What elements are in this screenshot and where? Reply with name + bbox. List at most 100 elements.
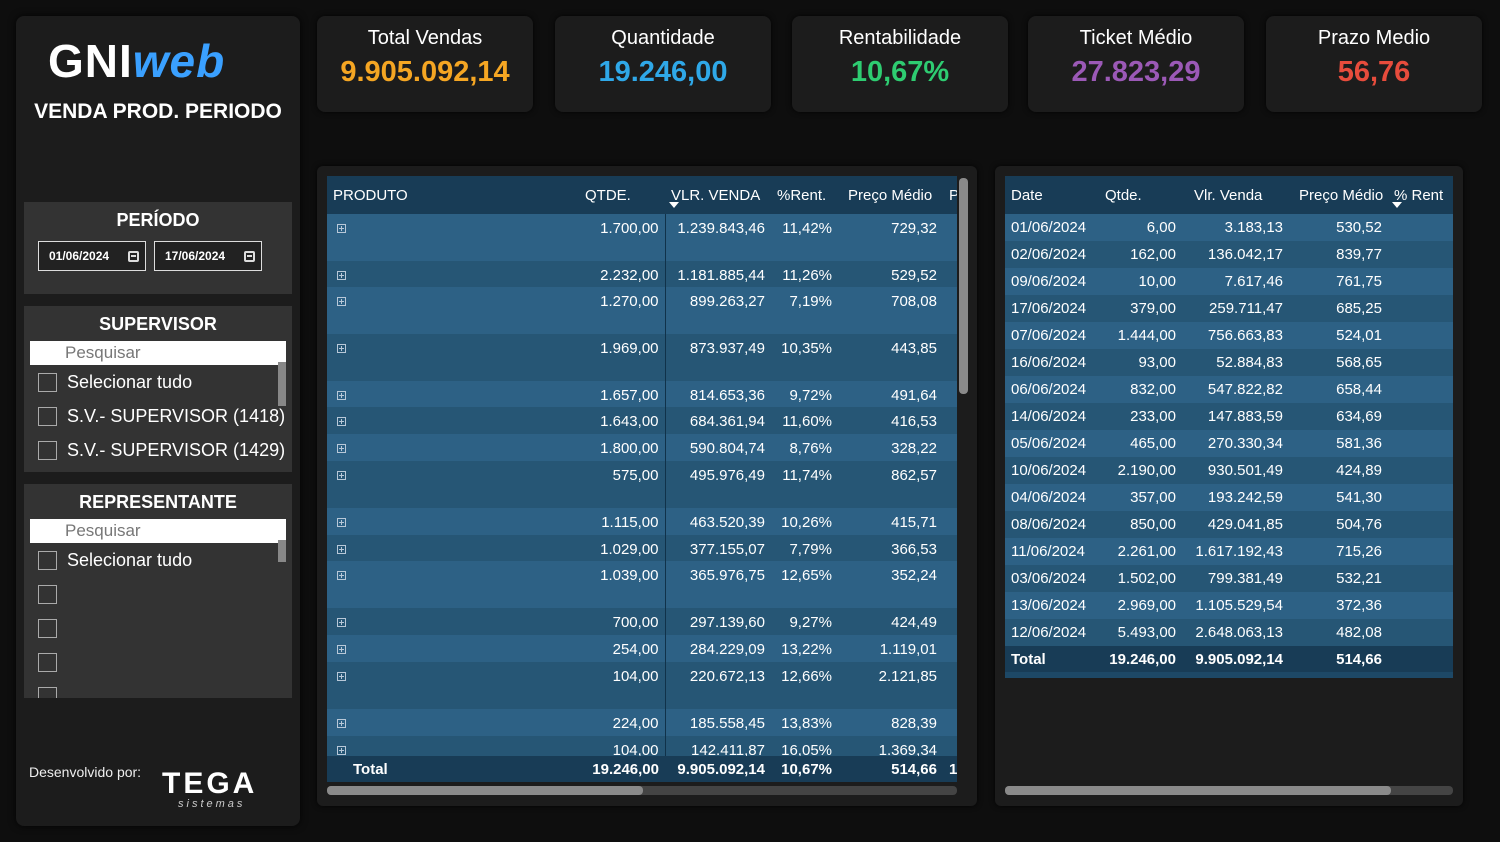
table-row[interactable]: 1.115,00 463.520,39 10,26% 415,71 — [327, 508, 957, 535]
produto-cell[interactable] — [327, 214, 579, 261]
table-row[interactable]: 10/06/2024 2.190,00 930.501,49 424,89 — [1005, 457, 1453, 484]
col-header-qtde[interactable]: QTDE. — [579, 176, 665, 214]
expand-icon[interactable] — [337, 545, 346, 554]
expand-icon[interactable] — [337, 271, 346, 280]
table-row[interactable]: 09/06/2024 10,00 7.617,46 761,75 — [1005, 268, 1453, 295]
table-row[interactable]: 2.232,00 1.181.885,44 11,26% 529,52 — [327, 261, 957, 287]
table-row[interactable]: 1.800,00 590.804,74 8,76% 328,22 — [327, 434, 957, 461]
start-date-input[interactable]: 01/06/2024 — [38, 241, 146, 271]
produto-cell[interactable] — [327, 709, 579, 736]
representante-option[interactable] — [24, 645, 292, 679]
table-row[interactable]: 104,00 142.411,87 16,05% 1.369,34 — [327, 736, 957, 759]
table-row[interactable]: 1.029,00 377.155,07 7,79% 366,53 — [327, 535, 957, 561]
expand-icon[interactable] — [337, 444, 346, 453]
checkbox[interactable] — [38, 618, 57, 638]
col-header-qtde[interactable]: Qtde. — [1095, 176, 1182, 214]
table-row[interactable]: 1.657,00 814.653,36 9,72% 491,64 — [327, 381, 957, 407]
expand-icon[interactable] — [337, 746, 346, 755]
table-row[interactable]: 12/06/2024 5.493,00 2.648.063,13 482,08 — [1005, 619, 1453, 646]
produto-cell[interactable] — [327, 635, 579, 662]
table-row[interactable]: 05/06/2024 465,00 270.330,34 581,36 — [1005, 430, 1453, 457]
table-row[interactable]: 02/06/2024 162,00 136.042,17 839,77 — [1005, 241, 1453, 268]
expand-icon[interactable] — [337, 672, 346, 681]
produto-cell[interactable] — [327, 535, 579, 561]
expand-icon[interactable] — [337, 391, 346, 400]
table-row[interactable]: 104,00 220.672,13 12,66% 2.121,85 — [327, 662, 957, 709]
checkbox[interactable] — [38, 440, 57, 460]
expand-icon[interactable] — [337, 719, 346, 728]
table-row[interactable]: 08/06/2024 850,00 429.041,85 504,76 — [1005, 511, 1453, 538]
table-row[interactable]: 1.700,00 1.239.843,46 11,42% 729,32 — [327, 214, 957, 261]
table-row[interactable]: 254,00 284.229,09 13,22% 1.119,01 — [327, 635, 957, 662]
checkbox[interactable] — [38, 406, 57, 426]
calendar-icon[interactable] — [244, 250, 255, 262]
checkbox[interactable] — [38, 550, 57, 570]
expand-icon[interactable] — [337, 417, 346, 426]
table-row[interactable]: 11/06/2024 2.261,00 1.617.192,43 715,26 — [1005, 538, 1453, 565]
table-row[interactable]: 1.969,00 873.937,49 10,35% 443,85 — [327, 334, 957, 381]
col-header-rent[interactable]: % Rent — [1388, 176, 1453, 214]
expand-icon[interactable] — [337, 224, 346, 233]
date-horizontal-scroll-thumb[interactable] — [1005, 786, 1391, 795]
representante-search-input[interactable]: Pesquisar — [30, 519, 286, 543]
produto-cell[interactable] — [327, 434, 579, 461]
table-row[interactable]: 575,00 495.976,49 11,74% 862,57 — [327, 461, 957, 508]
table-row[interactable]: 13/06/2024 2.969,00 1.105.529,54 372,36 — [1005, 592, 1453, 619]
produto-cell[interactable] — [327, 287, 579, 334]
produto-cell[interactable] — [327, 608, 579, 635]
representante-option[interactable] — [24, 679, 292, 698]
supervisor-option[interactable]: S.V.- SUPERVISOR (1429) — [24, 433, 292, 467]
produto-cell[interactable] — [327, 261, 579, 287]
representante-option[interactable]: Selecionar tudo — [24, 543, 292, 577]
table-row[interactable]: 1.270,00 899.263,27 7,19% 708,08 — [327, 287, 957, 334]
table-row[interactable]: 06/06/2024 832,00 547.822,82 658,44 — [1005, 376, 1453, 403]
product-horizontal-scrollbar[interactable] — [327, 786, 957, 795]
expand-icon[interactable] — [337, 471, 346, 480]
checkbox[interactable] — [38, 372, 57, 392]
produto-cell[interactable] — [327, 461, 579, 508]
table-row[interactable]: 1.039,00 365.976,75 12,65% 352,24 — [327, 561, 957, 608]
table-row[interactable]: 03/06/2024 1.502,00 799.381,49 532,21 — [1005, 565, 1453, 592]
produto-cell[interactable] — [327, 508, 579, 535]
produto-cell[interactable] — [327, 662, 579, 709]
supervisor-option[interactable]: Selecionar tudo — [24, 365, 292, 399]
representante-scrollbar[interactable] — [278, 540, 286, 562]
table-row[interactable]: 700,00 297.139,60 9,27% 424,49 — [327, 608, 957, 635]
checkbox[interactable] — [38, 686, 57, 698]
table-row[interactable]: 01/06/2024 6,00 3.183,13 530,52 — [1005, 214, 1453, 241]
calendar-icon[interactable] — [128, 250, 139, 262]
produto-cell[interactable] — [327, 334, 579, 381]
table-row[interactable]: 17/06/2024 379,00 259.711,47 685,25 — [1005, 295, 1453, 322]
col-header-pe[interactable]: PE — [943, 176, 957, 214]
col-header-vlr-venda[interactable]: Vlr. Venda — [1182, 176, 1289, 214]
representante-option[interactable] — [24, 577, 292, 611]
date-horizontal-scrollbar[interactable] — [1005, 786, 1453, 795]
col-header-preco-medio[interactable]: Preço Médio — [1289, 176, 1388, 214]
expand-icon[interactable] — [337, 297, 346, 306]
col-header-vlr-venda[interactable]: VLR. VENDA — [665, 176, 771, 214]
checkbox[interactable] — [38, 584, 57, 604]
supervisor-option[interactable]: S.V.- SUPERVISOR (1418) — [24, 399, 292, 433]
table-row[interactable]: 224,00 185.558,45 13,83% 828,39 — [327, 709, 957, 736]
product-horizontal-scroll-thumb[interactable] — [327, 786, 643, 795]
expand-icon[interactable] — [337, 518, 346, 527]
supervisor-scrollbar[interactable] — [278, 362, 286, 406]
expand-icon[interactable] — [337, 618, 346, 627]
col-header-date[interactable]: Date — [1005, 176, 1095, 214]
expand-icon[interactable] — [337, 571, 346, 580]
produto-cell[interactable] — [327, 381, 579, 407]
col-header-rent[interactable]: %Rent. — [771, 176, 838, 214]
table-row[interactable]: 07/06/2024 1.444,00 756.663,83 524,01 — [1005, 322, 1453, 349]
col-header-preco-medio[interactable]: Preço Médio — [838, 176, 943, 214]
produto-cell[interactable] — [327, 407, 579, 434]
table-row[interactable]: 14/06/2024 233,00 147.883,59 634,69 — [1005, 403, 1453, 430]
end-date-input[interactable]: 17/06/2024 — [154, 241, 262, 271]
produto-cell[interactable] — [327, 561, 579, 608]
supervisor-search-input[interactable]: Pesquisar — [30, 341, 286, 365]
table-row[interactable]: 1.643,00 684.361,94 11,60% 416,53 — [327, 407, 957, 434]
product-vertical-scrollbar[interactable] — [959, 178, 968, 394]
expand-icon[interactable] — [337, 344, 346, 353]
table-row[interactable]: 04/06/2024 357,00 193.242,59 541,30 — [1005, 484, 1453, 511]
expand-icon[interactable] — [337, 645, 346, 654]
representante-option[interactable] — [24, 611, 292, 645]
